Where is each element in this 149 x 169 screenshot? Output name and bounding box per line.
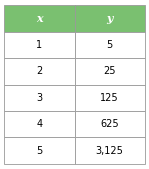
- Bar: [4, 137, 74, 164]
- Text: x: x: [36, 13, 43, 24]
- Bar: [4, 58, 74, 84]
- Text: 125: 125: [100, 93, 119, 103]
- Text: 5: 5: [106, 40, 113, 50]
- Bar: [74, 84, 145, 111]
- Text: 4: 4: [36, 119, 43, 129]
- Text: 625: 625: [100, 119, 119, 129]
- Text: 1: 1: [36, 40, 43, 50]
- Bar: [74, 5, 145, 32]
- Text: 2: 2: [36, 66, 43, 76]
- Bar: [74, 137, 145, 164]
- Text: 3: 3: [36, 93, 43, 103]
- Bar: [4, 5, 74, 32]
- Bar: [74, 58, 145, 84]
- Bar: [74, 111, 145, 137]
- Bar: [4, 84, 74, 111]
- Text: 5: 5: [36, 146, 43, 156]
- Text: y: y: [106, 13, 113, 24]
- Bar: [4, 32, 74, 58]
- Text: 25: 25: [103, 66, 116, 76]
- Text: 3,125: 3,125: [96, 146, 124, 156]
- Bar: [4, 111, 74, 137]
- Bar: [74, 32, 145, 58]
